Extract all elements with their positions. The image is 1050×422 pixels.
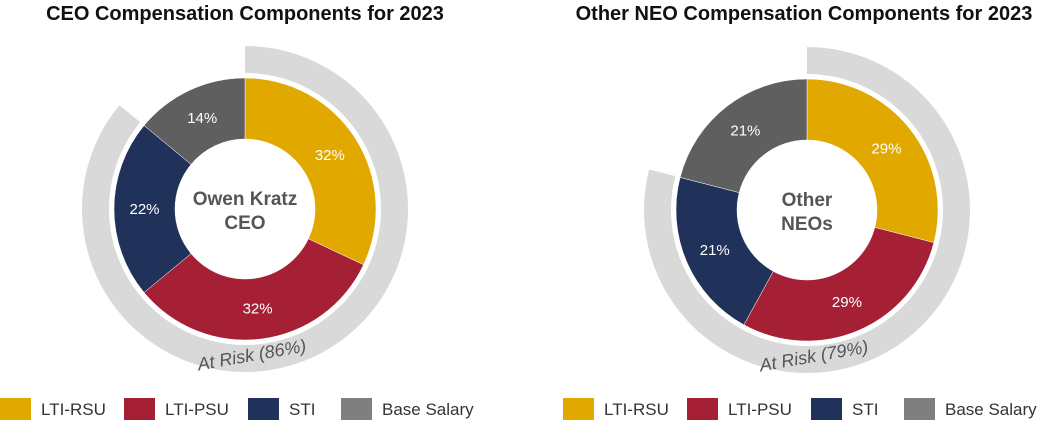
center-label: CEO: [224, 213, 265, 234]
slice-lti-psu: [743, 227, 935, 342]
slice-base-salary: [143, 77, 246, 165]
legend: LTI-RSU LTI-PSU STI Base Salary: [563, 398, 1037, 420]
center-label: Other: [782, 190, 833, 211]
legend-swatch: [248, 398, 279, 420]
legend-label: LTI-PSU: [165, 400, 229, 419]
legend-swatch: [687, 398, 718, 420]
legend-swatch: [811, 398, 842, 420]
slice-sti: [675, 177, 774, 326]
legend-label: Base Salary: [382, 400, 474, 419]
center-label: Owen Kratz: [193, 189, 298, 210]
legend-label: LTI-RSU: [604, 400, 669, 419]
legend-swatch: [124, 398, 155, 420]
legend-swatch: [563, 398, 594, 420]
slice-label: 22%: [129, 201, 159, 218]
legend: LTI-RSU LTI-PSU STI Base Salary: [0, 398, 474, 420]
donut-chart-1: CEO Compensation Components for 2023 32% 3…: [0, 3, 474, 420]
legend-label: STI: [852, 400, 878, 419]
slice-label: 14%: [187, 110, 217, 127]
legend-label: STI: [289, 400, 315, 419]
legend-swatch: [0, 398, 31, 420]
chart-title: CEO Compensation Components for 2023: [46, 3, 444, 25]
slice-lti-rsu: [806, 78, 939, 243]
slice-label: 32%: [315, 147, 345, 164]
slice-label: 29%: [871, 140, 901, 157]
slice-label: 21%: [730, 123, 760, 140]
legend-swatch: [341, 398, 372, 420]
slice-lti-psu: [143, 238, 364, 341]
legend-swatch: [904, 398, 935, 420]
slice-sti: [113, 125, 192, 293]
slice-label: 29%: [832, 294, 862, 311]
slice-lti-rsu: [244, 77, 377, 266]
donut-chart-2: Other NEO Compensation Components for 20…: [563, 3, 1037, 420]
center-label: NEOs: [781, 214, 833, 235]
legend-label: LTI-RSU: [41, 400, 106, 419]
slice-base-salary: [679, 78, 808, 193]
legend-label: LTI-PSU: [728, 400, 792, 419]
slice-label: 21%: [700, 242, 730, 259]
legend-label: Base Salary: [945, 400, 1037, 419]
slice-label: 32%: [243, 301, 273, 318]
chart-title: Other NEO Compensation Components for 20…: [576, 3, 1033, 25]
